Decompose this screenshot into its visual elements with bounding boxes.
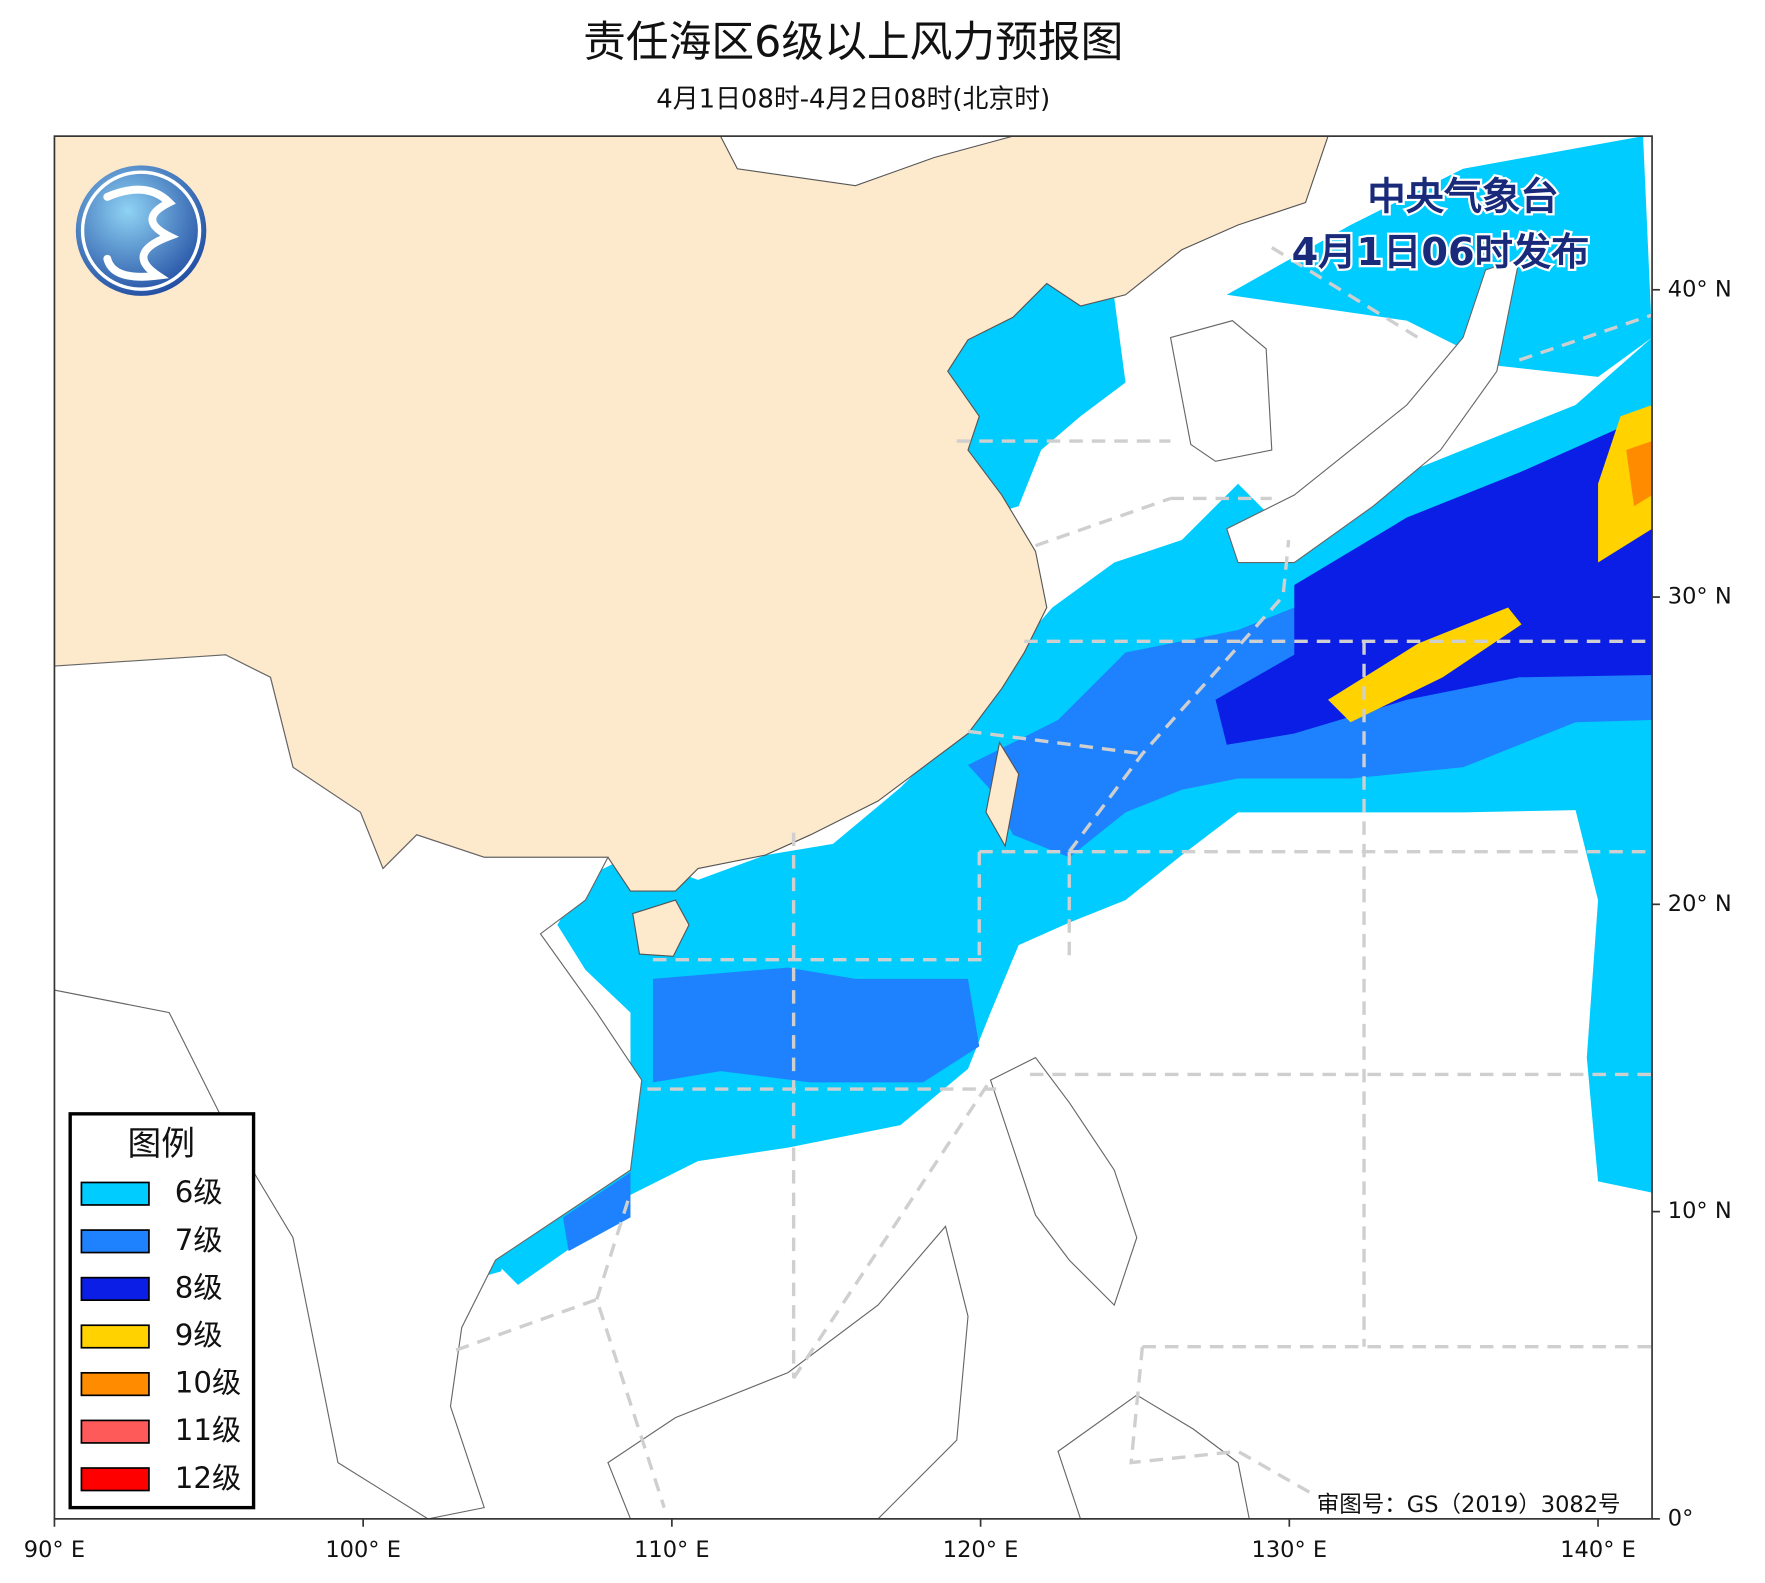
legend-label: 8级 bbox=[175, 1270, 223, 1304]
logo bbox=[75, 165, 207, 296]
publisher: 中央气象台 bbox=[1367, 175, 1558, 220]
map-title: 责任海区6级以上风力预报图 bbox=[583, 18, 1123, 68]
map-frame bbox=[53, 135, 1653, 1520]
borneo bbox=[607, 1225, 969, 1519]
legend-label: 11级 bbox=[175, 1413, 241, 1447]
legend-swatch bbox=[80, 1419, 150, 1444]
korea bbox=[1169, 320, 1273, 462]
x-tick-label: 100° E bbox=[325, 1537, 401, 1563]
legend-label: 10级 bbox=[175, 1366, 241, 1400]
wind-area bbox=[652, 967, 980, 1083]
legend-title: 图例 bbox=[128, 1124, 196, 1163]
axes: 90° E 100° E 110° E 120° E 130° E 140° E 0° 10°… bbox=[24, 276, 1732, 1563]
japan bbox=[1226, 257, 1521, 564]
y-tick-label: 10° N bbox=[1668, 1198, 1732, 1224]
y-tick-label: 20° N bbox=[1668, 891, 1732, 917]
y-tick-label: 30° N bbox=[1668, 584, 1732, 610]
y-tick-label: 40° N bbox=[1668, 276, 1732, 302]
x-tick-label: 140° E bbox=[1560, 1537, 1636, 1563]
taiwan bbox=[985, 741, 1020, 848]
legend-swatch bbox=[80, 1467, 150, 1492]
map-area: 中央气象台 4月1日06时发布 审图号：GS（2019）3082号 bbox=[54, 136, 1653, 1519]
legend-swatch bbox=[80, 1229, 150, 1254]
wind-areas bbox=[441, 136, 1653, 1285]
legend-label: 7级 bbox=[175, 1223, 223, 1257]
sea-area-boundaries bbox=[455, 246, 1653, 1509]
approval-number: 审图号：GS（2019）3082号 bbox=[1317, 1492, 1621, 1518]
hainan bbox=[632, 899, 690, 957]
legend-label: 12级 bbox=[175, 1461, 241, 1495]
wind-area bbox=[1215, 405, 1653, 745]
publish-time: 4月1日06时发布 bbox=[1292, 230, 1590, 275]
map-subtitle: 4月1日08时-4月2日08时(北京时) bbox=[656, 85, 1050, 115]
legend-swatch bbox=[80, 1181, 150, 1206]
x-tick-label: 120° E bbox=[943, 1537, 1019, 1563]
indochina bbox=[54, 654, 643, 1519]
legend-swatch bbox=[80, 1276, 150, 1301]
legend: 图例 6级 7级 8级 9级 10级 11级 12级 bbox=[68, 1112, 256, 1510]
philippines bbox=[989, 1056, 1138, 1307]
wind-area bbox=[562, 1172, 631, 1252]
x-tick-label: 110° E bbox=[634, 1537, 710, 1563]
x-tick-label: 130° E bbox=[1252, 1537, 1328, 1563]
legend-label: 9级 bbox=[175, 1318, 223, 1352]
legend-swatch bbox=[80, 1371, 150, 1397]
legend-box bbox=[68, 1112, 256, 1510]
wind-area bbox=[1598, 405, 1653, 563]
wind-area bbox=[1328, 607, 1522, 723]
wind-area bbox=[1226, 136, 1653, 377]
y-tick-label: 0° bbox=[1668, 1505, 1694, 1531]
wind-area bbox=[1626, 441, 1653, 507]
x-tick-label: 90° E bbox=[24, 1537, 85, 1563]
legend-label: 6级 bbox=[175, 1175, 223, 1209]
legend-swatch bbox=[80, 1324, 150, 1349]
